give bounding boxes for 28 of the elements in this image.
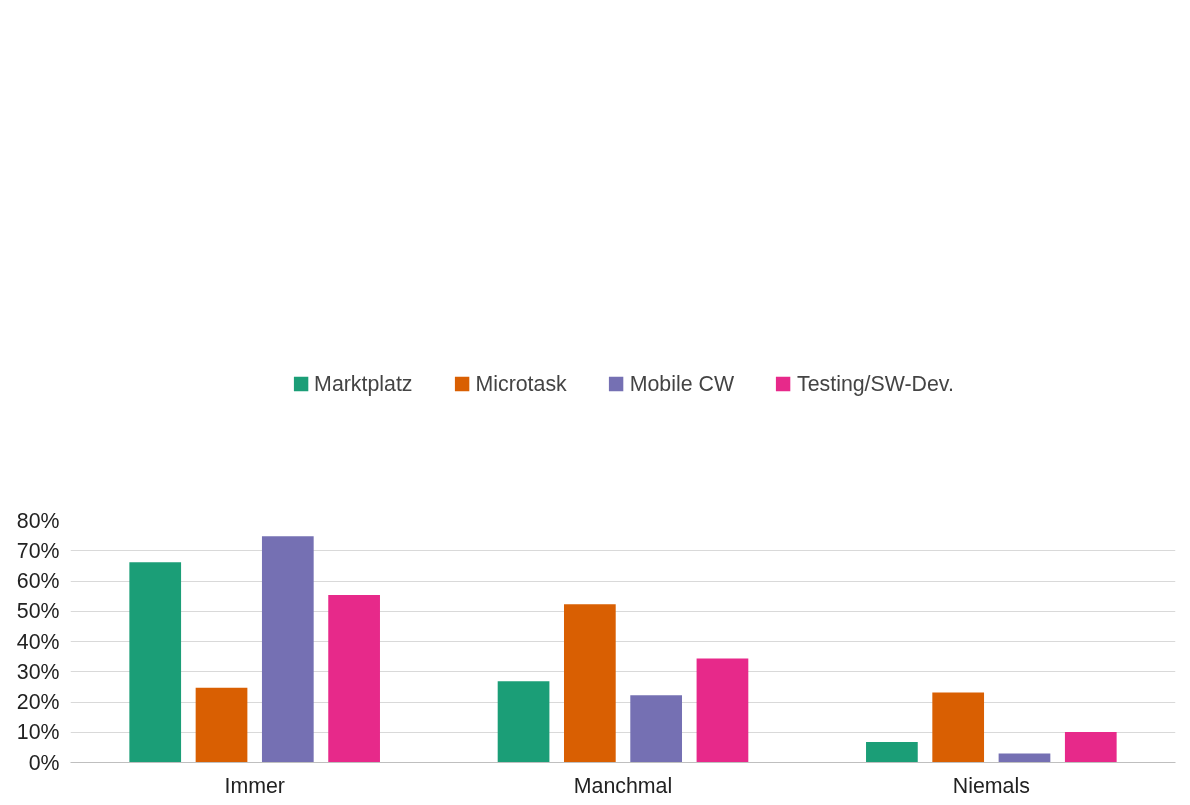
legend-label: Microtask bbox=[475, 371, 567, 397]
bar bbox=[497, 681, 550, 763]
legend-label: Marktplatz bbox=[314, 371, 413, 397]
y-tick-label: 50% bbox=[16, 599, 60, 624]
bar bbox=[998, 753, 1051, 763]
y-tick-label: 20% bbox=[16, 690, 60, 714]
bar bbox=[195, 687, 248, 763]
bar bbox=[932, 692, 985, 763]
y-tick-label: 70% bbox=[16, 538, 60, 563]
y-tick-label: 10% bbox=[16, 720, 60, 745]
y-tick-label: 30% bbox=[16, 659, 60, 684]
x-tick-label: Niemals bbox=[952, 773, 1030, 798]
bar bbox=[129, 562, 182, 763]
x-tick-label: Immer bbox=[224, 773, 285, 798]
bar bbox=[328, 594, 380, 763]
legend-label: Mobile CW bbox=[629, 371, 735, 397]
y-tick-label: 60% bbox=[16, 569, 60, 593]
bar bbox=[696, 658, 749, 763]
bar bbox=[630, 695, 683, 763]
bar bbox=[563, 604, 616, 763]
x-tick-label: Manchmal bbox=[573, 773, 673, 798]
legend-label: Testing/SW-Dev. bbox=[797, 371, 954, 397]
y-tick-label: 0% bbox=[28, 750, 60, 775]
bar bbox=[1064, 731, 1117, 763]
bar bbox=[261, 536, 314, 763]
y-tick-label: 80% bbox=[16, 508, 60, 533]
bar bbox=[866, 741, 918, 763]
y-tick-label: 40% bbox=[16, 629, 60, 654]
